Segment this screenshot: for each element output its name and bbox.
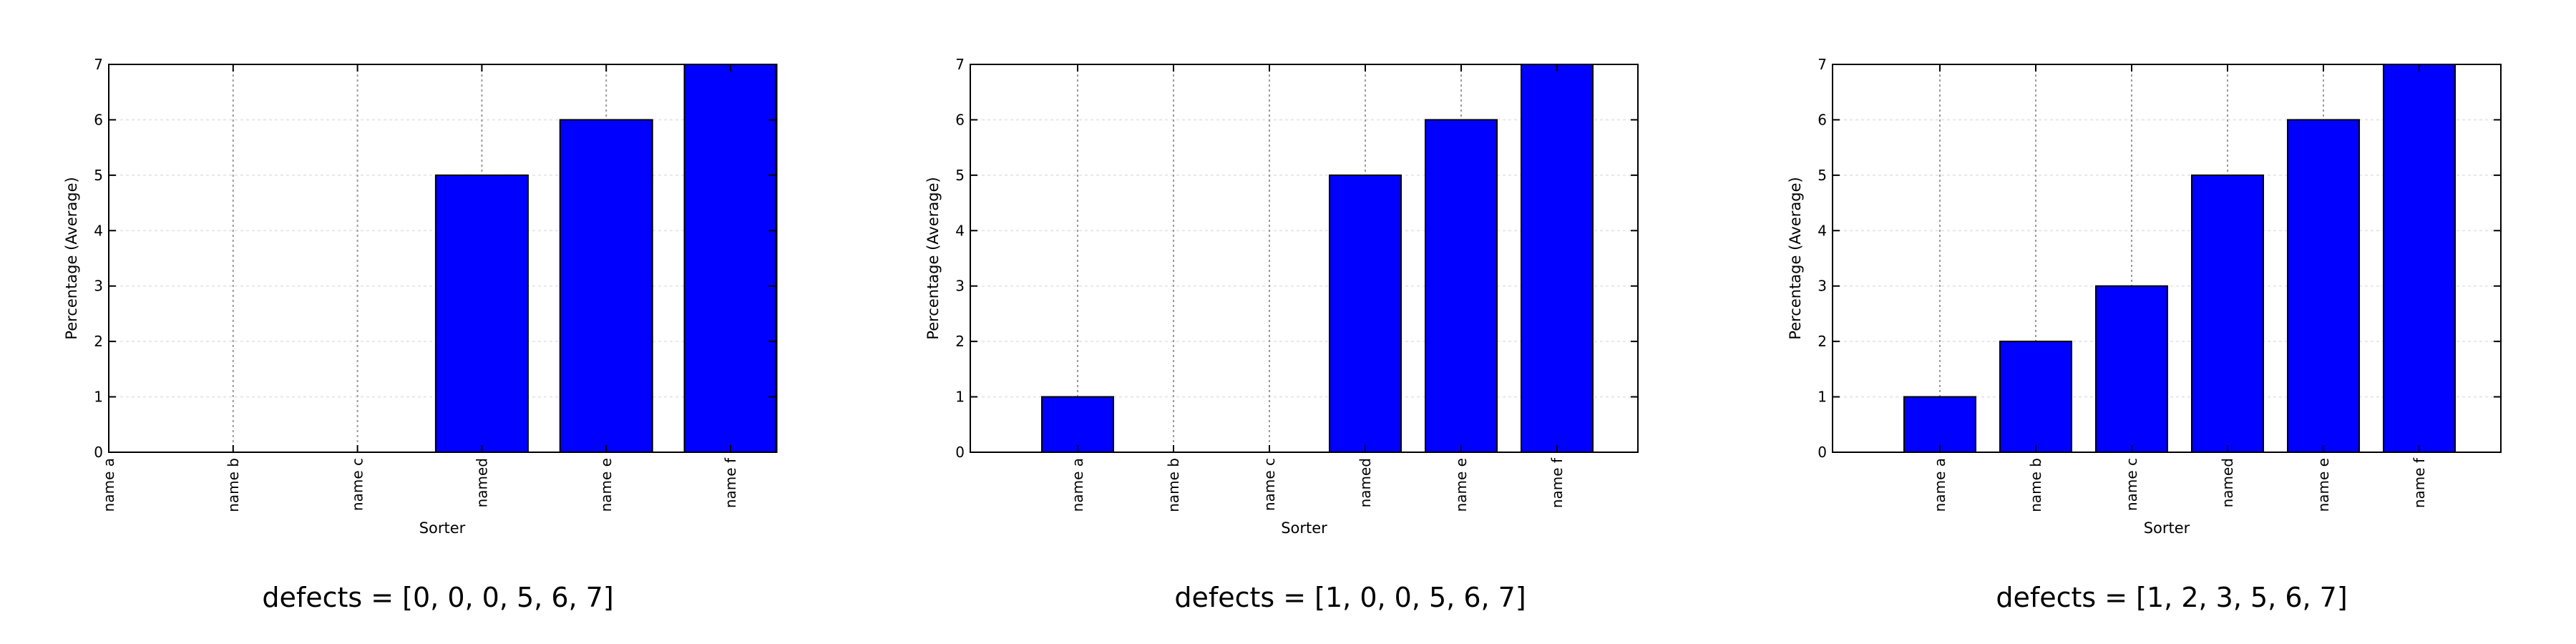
y-tick-label: 1 bbox=[1818, 389, 1827, 406]
y-tick-label: 5 bbox=[1818, 167, 1827, 184]
x-tick-label: named bbox=[1357, 458, 1374, 507]
y-tick-label: 0 bbox=[94, 444, 103, 461]
y-tick-label: 0 bbox=[1818, 444, 1827, 461]
y-tick-label: 7 bbox=[955, 56, 965, 73]
x-axis-label: Sorter bbox=[1281, 519, 1327, 537]
x-tick-label: named bbox=[473, 458, 490, 507]
x-tick-label: named bbox=[2219, 458, 2236, 507]
y-tick-label: 5 bbox=[955, 167, 965, 184]
bar-5 bbox=[1425, 119, 1498, 454]
y-axis-label: Percentage (Average) bbox=[924, 177, 942, 339]
y-axis-label: Percentage (Average) bbox=[63, 177, 80, 339]
bar-5 bbox=[559, 119, 653, 454]
y-tick-label: 1 bbox=[94, 389, 103, 406]
chart-3: 0 1 2 3 4 5 6 7 name a name b name c named name e nam… bbox=[1787, 56, 2502, 537]
plot-frame bbox=[1832, 64, 2502, 453]
y-tick-label: 7 bbox=[94, 56, 103, 73]
y-tick-label: 5 bbox=[94, 167, 103, 184]
x-tick-label: name a bbox=[1069, 458, 1086, 512]
x-tick-label: name f bbox=[722, 457, 739, 508]
chart-1: 0 1 2 3 4 5 6 7 name a name b name c named name e nam… bbox=[63, 56, 778, 537]
x-tick-label: name c bbox=[349, 458, 366, 511]
x-tick-label: name e bbox=[2315, 458, 2332, 512]
y-tick-label: 4 bbox=[955, 222, 965, 239]
bar-4 bbox=[434, 174, 529, 453]
x-tick-label: name b bbox=[2027, 458, 2044, 512]
x-tick-label: name c bbox=[2123, 458, 2140, 511]
y-tick-label: 3 bbox=[955, 278, 965, 295]
chart-1-caption: defects = [0, 0, 0, 5, 6, 7] bbox=[262, 582, 614, 613]
x-tick-label: name b bbox=[225, 458, 242, 512]
y-tick-label: 2 bbox=[94, 333, 103, 350]
bar-4 bbox=[1329, 174, 1402, 453]
y-tick-label: 6 bbox=[955, 111, 965, 128]
y-tick-label: 7 bbox=[1818, 56, 1827, 73]
x-axis-label: Sorter bbox=[419, 519, 466, 537]
y-tick-label: 6 bbox=[94, 111, 103, 128]
bar-5 bbox=[2287, 119, 2360, 454]
bar-6 bbox=[2383, 64, 2456, 453]
plot-frame bbox=[970, 64, 1639, 453]
y-tick-label: 6 bbox=[1818, 111, 1827, 128]
x-tick-label: name c bbox=[1261, 458, 1278, 511]
y-tick-label: 1 bbox=[955, 389, 965, 406]
bar-1 bbox=[1041, 396, 1114, 453]
x-tick-label: name b bbox=[1165, 458, 1182, 512]
bar-6 bbox=[1521, 64, 1594, 453]
plot-frame bbox=[108, 64, 776, 453]
x-tick-label: name f bbox=[2411, 457, 2428, 508]
y-axis-label: Percentage (Average) bbox=[1787, 177, 1804, 339]
bar-4 bbox=[2191, 174, 2264, 453]
bar-3 bbox=[2095, 285, 2168, 454]
x-tick-label: name a bbox=[1931, 458, 1948, 512]
bar-6 bbox=[683, 64, 778, 453]
x-axis-label: Sorter bbox=[2144, 519, 2190, 537]
chart-3-caption: defects = [1, 2, 3, 5, 6, 7] bbox=[1996, 582, 2348, 613]
bar-1 bbox=[1903, 396, 1976, 453]
y-tick-label: 0 bbox=[955, 444, 965, 461]
x-tick-label: name e bbox=[597, 458, 615, 512]
y-tick-label: 2 bbox=[955, 333, 965, 350]
y-tick-label: 3 bbox=[94, 278, 103, 295]
y-tick-label: 4 bbox=[1818, 222, 1827, 239]
y-tick-label: 4 bbox=[94, 222, 103, 239]
bar-2 bbox=[1999, 341, 2072, 453]
chart-2: 0 1 2 3 4 5 6 7 name a name b name c named name e nam… bbox=[924, 56, 1639, 537]
x-tick-label: name e bbox=[1453, 458, 1470, 512]
x-tick-label: name a bbox=[100, 458, 117, 512]
chart-2-caption: defects = [1, 0, 0, 5, 6, 7] bbox=[1174, 582, 1526, 613]
x-tick-label: name f bbox=[1548, 457, 1566, 508]
y-tick-label: 3 bbox=[1818, 278, 1827, 295]
y-tick-label: 2 bbox=[1818, 333, 1827, 350]
